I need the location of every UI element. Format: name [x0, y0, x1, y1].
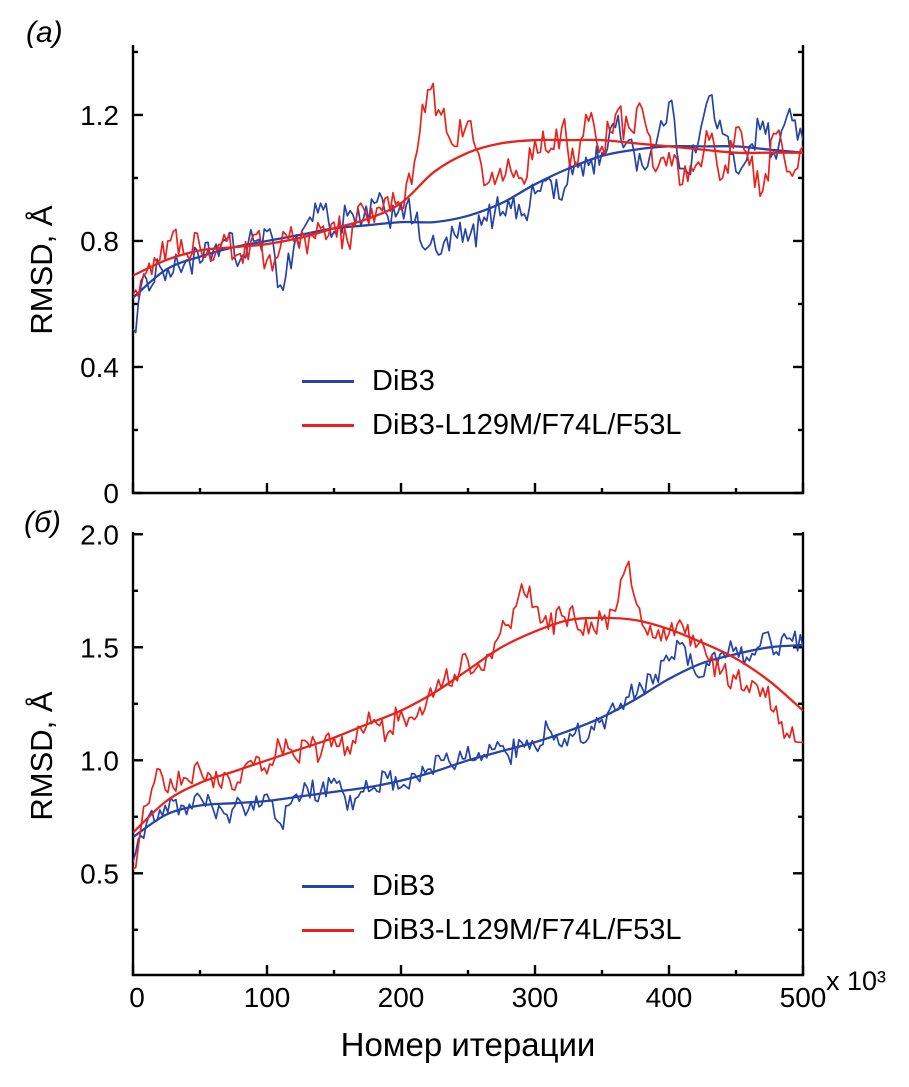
panel-b-trace-mutant: [133, 560, 803, 870]
panel-b-label: (б): [24, 506, 61, 539]
panel-a-trend-mutant: [133, 138, 803, 277]
x-tick-label: 200: [378, 982, 425, 1013]
legend-line-blue: [302, 884, 354, 888]
y-tick-label: 0.5: [80, 858, 119, 889]
panel-a-label: (а): [26, 16, 63, 49]
panel-a-trend-dib3: [133, 145, 803, 299]
y-tick-label: 0.8: [80, 226, 119, 257]
panel-a-legend: DiB3 DiB3-L129M/F74L/F53L: [302, 364, 682, 442]
legend-label-dib3: DiB3: [372, 364, 435, 397]
legend-line-red: [302, 928, 354, 932]
legend-label-dib3: DiB3: [372, 869, 435, 902]
legend-item-mutant: DiB3-L129M/F74L/F53L: [302, 913, 682, 947]
panel-b-y-axis-title: RMSD, Å: [24, 691, 59, 821]
y-tick-label: 1.5: [80, 632, 119, 663]
y-tick-label: 0.4: [80, 352, 119, 383]
legend-line-red: [302, 423, 354, 427]
x-axis-unit-label: x 10³: [826, 966, 887, 996]
x-tick-label: 500: [780, 982, 827, 1013]
panel-b-legend: DiB3 DiB3-L129M/F74L/F53L: [302, 869, 682, 947]
x-tick-label: 300: [512, 982, 559, 1013]
x-tick-label: 0: [129, 982, 145, 1013]
y-tick-label: 1.0: [80, 745, 119, 776]
panel-a-trace-mutant: [133, 82, 803, 298]
legend-line-blue: [302, 379, 354, 383]
x-axis-title: Номер итерации: [340, 1026, 596, 1063]
y-tick-label: 0: [103, 478, 119, 509]
legend-label-mutant: DiB3-L129M/F74L/F53L: [372, 408, 682, 441]
panel-b-axes: [131, 532, 805, 977]
x-tick-label: 100: [244, 982, 291, 1013]
panel-a-trace-dib3: [133, 94, 803, 334]
legend-item-dib3: DiB3: [302, 364, 682, 398]
panel-b-trend-dib3: [133, 643, 803, 839]
x-tick-label: 400: [646, 982, 693, 1013]
y-tick-label: 1.2: [80, 100, 119, 131]
panel-a-y-axis-title: RMSD, Å: [24, 205, 59, 335]
legend-item-mutant: DiB3-L129M/F74L/F53L: [302, 408, 682, 442]
legend-item-dib3: DiB3: [302, 869, 682, 903]
panel-a-plot: 0 0.4 0.8 1.2: [80, 45, 805, 509]
panel-b-trend-mutant: [133, 616, 803, 834]
panel-b-plot: 0.5 1.0 1.5 2.0 0 100 200 300 400 500: [80, 519, 826, 1013]
panel-b-trace-dib3: [133, 630, 803, 863]
legend-label-mutant: DiB3-L129M/F74L/F53L: [372, 913, 682, 946]
y-tick-label: 2.0: [80, 519, 119, 550]
panel-a-axes: [131, 45, 805, 495]
